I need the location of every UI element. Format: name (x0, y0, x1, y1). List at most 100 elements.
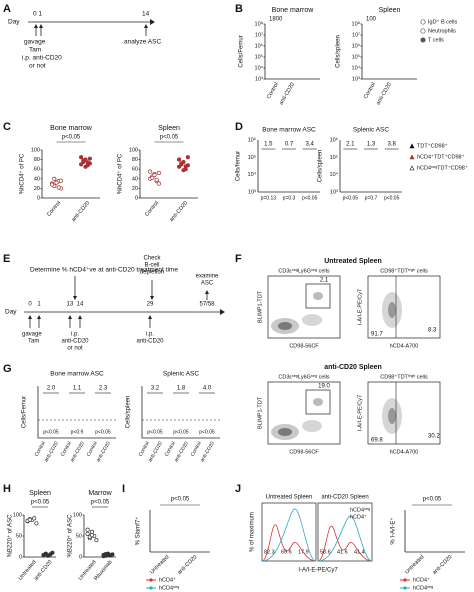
label: CD98-56CF (289, 343, 319, 349)
data-point (105, 552, 111, 557)
density-cloud (388, 408, 396, 424)
label: anti-CD20 (136, 339, 164, 345)
legend-marker (409, 154, 415, 160)
label: or not (29, 63, 46, 70)
gate (305, 389, 331, 415)
data-point (148, 169, 153, 174)
label: Splenic ASC (353, 127, 389, 134)
x-tick-label: Control (86, 441, 99, 458)
legend-marker (149, 586, 153, 590)
data-point (177, 164, 182, 169)
x-tick-label: Control (363, 82, 377, 100)
label: i.p. (71, 332, 79, 338)
data-point (154, 177, 159, 182)
legend-marker (149, 578, 153, 582)
y-tick-label: 100 (13, 512, 22, 518)
data-point (156, 181, 161, 186)
label: Bone marrow (50, 125, 93, 132)
y-tick-label: 10⁴ (248, 171, 257, 178)
y-tick-label: 10⁶ (248, 136, 256, 143)
data-point (181, 168, 186, 173)
label: p=0.13 (261, 195, 277, 201)
timeline-head (220, 309, 225, 315)
legend-label: hCD4⁺TDT⁺CD98⁺ (417, 153, 465, 160)
label: 4.0 (203, 386, 212, 392)
label: 1.3 (367, 142, 376, 148)
label: p=0.3 (283, 195, 296, 201)
label: p<0.9 (71, 429, 84, 435)
label: 0 1 (33, 11, 42, 18)
arrow-head (144, 24, 148, 28)
label: % Slamf7⁺ (135, 517, 142, 546)
label: % I-A/I-E⁺ (390, 517, 397, 544)
label: B-cell (144, 263, 159, 269)
label: 1800 (269, 17, 283, 23)
histogram-blue (317, 515, 373, 562)
y-tick-label: 100 (129, 147, 138, 153)
label: CD3εⁿᵉᵍLy6Gⁿᵉᵍ cells (278, 373, 329, 380)
label: Bone marrow ASC (262, 127, 316, 134)
panel-letter: H (3, 483, 11, 495)
label: Cells/femur (236, 151, 242, 181)
data-point (81, 158, 86, 163)
label: p<0.05 (343, 195, 359, 201)
data-point (87, 156, 92, 161)
y-tick-label: 10⁵ (248, 154, 256, 161)
label: Check (143, 256, 161, 262)
label: examine (196, 274, 219, 280)
density-cloud (302, 314, 322, 326)
legend-label: T cells (428, 37, 444, 43)
x-tick-label: Control (266, 82, 280, 100)
y-tick-label: 10⁷ (255, 31, 263, 38)
x-tick-label: anti-CD20 (432, 554, 454, 576)
label: p<0.05 (302, 195, 318, 201)
y-tick-label: 10⁸ (352, 20, 360, 27)
density-cloud (278, 322, 292, 330)
data-point (85, 531, 90, 536)
label: i.p. anti-CD20 (22, 55, 62, 62)
data-point (156, 170, 161, 176)
label: 1.8 (177, 386, 186, 392)
label: 17.9 (298, 549, 309, 555)
label: Cells/spleen (126, 396, 132, 429)
label: Untreated Spleen (266, 495, 313, 501)
label: analyze ASC (124, 39, 162, 46)
arrow-head (34, 24, 38, 28)
y-tick-label: 10⁵ (352, 53, 360, 60)
y-tick-label: 60 (34, 167, 40, 173)
label: depletion (140, 270, 164, 276)
x-tick-label: Control (34, 441, 47, 458)
legend-label: hCD4⁺ (413, 576, 430, 583)
panel-letter: G (3, 363, 12, 375)
label: %B220⁺ of ASC (7, 514, 14, 558)
histogram-red (261, 524, 317, 562)
label: Splenic ASC (163, 371, 199, 378)
label: Marrow (88, 490, 112, 497)
y-tick-label: 100 (31, 147, 40, 153)
label: anti-CD20 Spleen (324, 364, 382, 371)
x-tick-label: anti-CD20 (71, 200, 92, 223)
density-cloud (313, 292, 323, 300)
arrow-head (73, 296, 77, 300)
legend-label: hCD4ⁿᵉᵍ (350, 506, 370, 513)
label: % of maximum (250, 512, 256, 552)
label: 3.4 (305, 142, 314, 148)
legend-marker (409, 165, 415, 171)
panel-letter: A (3, 3, 11, 15)
data-point (150, 175, 155, 180)
label: BLIMP1-TDT (257, 396, 263, 429)
y-tick-label: 0 (37, 195, 40, 201)
data-point (50, 182, 55, 187)
legend-label: hCD4ⁿᵉᵍTDT⁺CD98⁺ (417, 164, 468, 171)
arrow-head (150, 296, 154, 300)
x-tick-label: anti-CD20 (169, 200, 190, 223)
y-tick-label: 50 (16, 533, 22, 539)
label: Spleen (29, 490, 51, 497)
label: 2.1 (320, 278, 329, 284)
label: 100 (366, 17, 377, 23)
x-tick-label: Control (190, 441, 203, 458)
y-tick-label: 0 (19, 554, 22, 560)
label: Cells/Femur (239, 35, 245, 67)
panel-letter: B (235, 3, 243, 15)
